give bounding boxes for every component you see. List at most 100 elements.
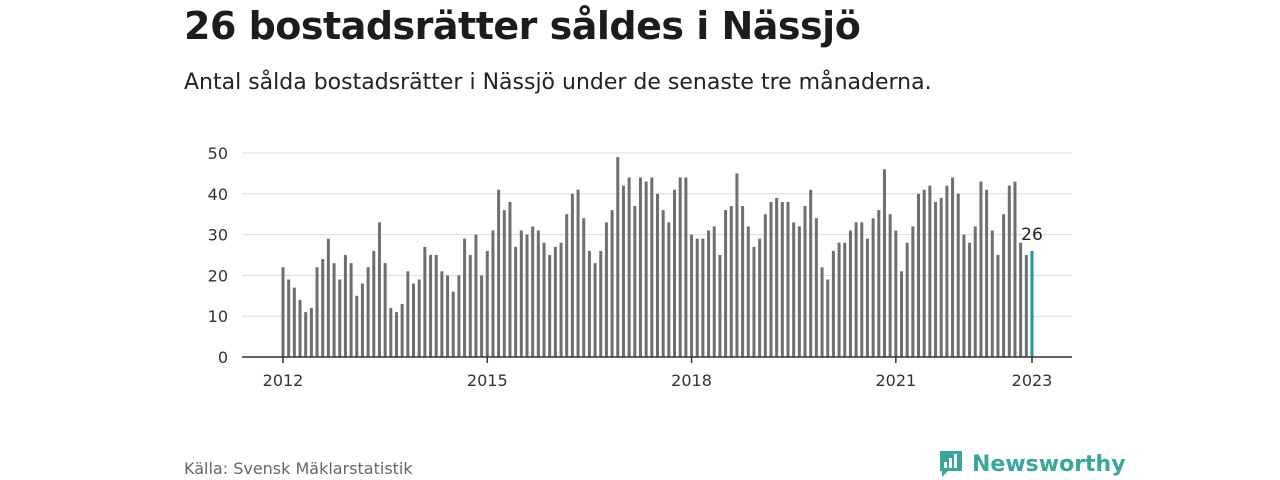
bar	[525, 234, 529, 357]
bar	[372, 250, 376, 357]
bar	[446, 275, 450, 357]
bar	[514, 246, 518, 357]
bar	[383, 263, 387, 357]
bar	[996, 255, 1000, 357]
bar	[338, 279, 342, 357]
bar	[871, 218, 875, 357]
bar	[497, 189, 501, 357]
bar	[973, 226, 977, 357]
highlight-data-label: 26	[1021, 225, 1043, 245]
bar	[468, 255, 472, 357]
bar	[298, 299, 302, 357]
bar	[690, 234, 694, 357]
y-tick-label: 10	[208, 307, 228, 326]
bar	[531, 226, 535, 357]
bar	[718, 255, 722, 357]
x-tick-label: 2012	[263, 371, 304, 390]
bar	[519, 230, 523, 357]
bar	[854, 222, 858, 357]
bar	[939, 197, 943, 357]
bar	[417, 279, 421, 357]
bar	[440, 271, 444, 357]
x-tick-label: 2015	[467, 371, 508, 390]
bar	[304, 312, 308, 357]
bar	[656, 193, 659, 357]
bar	[638, 177, 642, 357]
bar	[593, 263, 597, 357]
bar	[548, 255, 552, 357]
bar	[582, 218, 586, 357]
bar	[400, 303, 404, 357]
bar	[627, 177, 631, 357]
bar	[695, 238, 699, 357]
bar	[775, 197, 779, 357]
bar	[355, 295, 359, 357]
bar	[707, 230, 711, 357]
bar	[956, 193, 960, 357]
bar	[820, 267, 824, 357]
bar	[423, 246, 427, 357]
bar	[604, 222, 608, 357]
bar	[780, 201, 784, 357]
bar	[343, 255, 347, 357]
bar	[917, 193, 921, 357]
bar	[985, 189, 989, 357]
bar	[644, 181, 648, 357]
bar	[752, 246, 756, 357]
bar	[508, 201, 512, 357]
bar	[349, 263, 353, 357]
bar	[701, 238, 705, 357]
bar	[877, 210, 881, 357]
newsworthy-logo-icon	[940, 451, 962, 477]
newsworthy-logo: Newsworthy	[938, 449, 1126, 479]
bar	[826, 279, 830, 357]
bar	[962, 234, 966, 357]
bar	[899, 271, 903, 357]
bar	[860, 222, 864, 357]
bar	[394, 312, 398, 357]
bar	[633, 206, 637, 357]
bar	[406, 271, 410, 357]
bar	[837, 242, 841, 357]
bar	[360, 283, 364, 357]
bar	[326, 238, 330, 357]
y-tick-label: 0	[218, 348, 228, 367]
bar	[865, 238, 869, 357]
bar	[712, 226, 716, 357]
bar	[831, 250, 835, 357]
bar	[389, 308, 393, 357]
bar	[667, 222, 671, 357]
bar	[848, 230, 852, 357]
bar	[377, 222, 381, 357]
bar	[553, 246, 557, 357]
bar	[287, 279, 291, 357]
bar	[741, 206, 745, 357]
y-tick-label: 50	[208, 144, 228, 163]
bar	[797, 226, 801, 357]
bar	[724, 210, 728, 357]
bar	[814, 218, 818, 357]
x-tick-label: 2023	[1012, 371, 1053, 390]
bar	[491, 230, 495, 357]
bar	[684, 177, 688, 357]
bar	[758, 238, 762, 357]
bar	[922, 189, 926, 357]
chart-title: 26 bostadsrätter såldes i Nässjö	[184, 4, 861, 48]
bar	[599, 250, 603, 357]
bar	[451, 291, 455, 357]
bar	[894, 230, 898, 357]
bar	[911, 226, 915, 357]
bar	[332, 263, 336, 357]
chart-subtitle: Antal sålda bostadsrätter i Nässjö under…	[184, 70, 932, 95]
highlight-bar	[1030, 250, 1034, 357]
bar	[792, 222, 796, 357]
bar	[650, 177, 654, 357]
bar	[1024, 255, 1028, 357]
bar	[292, 287, 296, 357]
bar	[576, 189, 580, 357]
bar	[1019, 242, 1023, 357]
brand-name: Newsworthy	[972, 451, 1126, 477]
x-tick-label: 2021	[875, 371, 916, 390]
bar	[480, 275, 484, 357]
bar	[281, 267, 285, 357]
